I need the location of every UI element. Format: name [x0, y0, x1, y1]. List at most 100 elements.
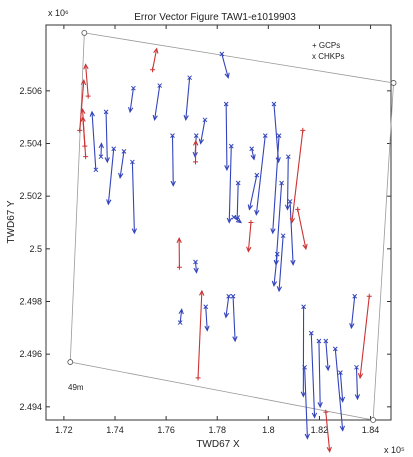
chkp-vector-line	[225, 296, 230, 318]
chkp-vector-arrowhead	[311, 412, 318, 419]
y-axis-label: TWD67 Y	[6, 200, 17, 243]
x-tick-label: 1.8	[262, 425, 275, 435]
chkp-point-marker	[354, 364, 359, 370]
chkp-vector-line	[339, 372, 344, 402]
chkp-vector-line	[119, 151, 125, 178]
chkp-point-marker	[332, 346, 338, 352]
chkp-vector-line	[325, 340, 329, 371]
error-vectors	[77, 47, 372, 453]
y-axis: 2.494 2.496 2.498 2.5 2.502 2.504 2.506	[19, 86, 391, 412]
frame-corner-marker	[81, 30, 88, 36]
gcp-vector-arrowhead	[289, 217, 296, 224]
chkp-vector-line	[289, 201, 294, 265]
chkp-vector-arrowhead	[235, 217, 243, 224]
gcp-point-marker	[323, 409, 329, 415]
chkp-vector-arrowhead	[178, 308, 184, 315]
chkp-point-marker	[228, 143, 234, 149]
gcp-vector-line	[81, 109, 87, 157]
gcp-point-marker	[85, 93, 91, 99]
y-tick-label: 2.5	[29, 244, 42, 254]
gcp-vector-arrowhead	[326, 446, 332, 453]
chkp-point-marker	[177, 320, 183, 325]
chkp-vector-line	[221, 53, 229, 78]
chkp-vector-arrowhead	[339, 425, 345, 432]
chkp-point-marker	[219, 51, 225, 57]
gcp-vector-line	[197, 290, 203, 378]
gcp-point-marker	[193, 159, 198, 165]
chkp-vector-line	[278, 235, 284, 292]
chkp-vector-line	[318, 340, 321, 407]
chkp-vector-line	[228, 146, 232, 223]
chkp-vector-line	[236, 182, 239, 220]
chkp-point-marker	[301, 304, 306, 310]
chkp-vector-arrowhead	[128, 106, 134, 114]
chkp-vector-line	[355, 367, 359, 399]
chkp-vector-arrowhead	[226, 217, 233, 224]
chkp-point-marker	[249, 146, 255, 152]
chkp-vector-line	[179, 309, 183, 323]
gcp-point-marker	[176, 264, 182, 270]
chkp-vector-arrowhead	[131, 228, 137, 235]
chkp-vector-arrowhead	[183, 114, 189, 122]
chkp-point-marker	[262, 133, 268, 138]
gcp-point-marker	[83, 154, 89, 160]
gcp-vector-line	[297, 209, 307, 249]
gcp-vector-arrowhead	[176, 237, 182, 244]
chkp-vector-arrowhead	[304, 433, 310, 440]
gcp-point-marker	[295, 206, 301, 212]
chkp-vector-arrowhead	[339, 396, 346, 403]
chkp-vector-arrowhead	[270, 228, 276, 235]
gcp-vector-arrowhead	[302, 243, 308, 251]
chkp-vector-line	[272, 135, 280, 234]
chkp-vector-arrowhead	[254, 209, 260, 216]
gcp-vector-arrowhead	[80, 79, 87, 86]
chkp-point-marker	[98, 154, 104, 160]
x-axis-label: TWD67 X	[196, 439, 240, 450]
chkp-point-marker	[230, 293, 236, 299]
gcp-vector-arrowhead	[246, 246, 252, 253]
chkp-point-marker	[130, 159, 135, 165]
chkp-point-marker	[316, 338, 322, 344]
chkp-vector-line	[100, 143, 103, 157]
chkp-vector-line	[105, 111, 108, 162]
chkp-vector-line	[107, 148, 115, 205]
chkp-vector-line	[129, 88, 134, 112]
chkp-point-marker	[193, 133, 199, 138]
chkp-point-marker	[187, 75, 192, 81]
chkp-point-marker	[302, 364, 307, 370]
gcp-point-marker	[195, 375, 201, 381]
chkp-point-marker	[111, 146, 117, 152]
legend-chkps: x CHKPs	[312, 52, 344, 61]
chkp-vector-arrowhead	[250, 154, 256, 161]
gcp-vector-line	[325, 412, 331, 452]
chkp-point-marker	[271, 101, 277, 107]
y-tick-label: 2.506	[19, 86, 42, 96]
gcp-vector-line	[152, 48, 158, 70]
chkp-vector-line	[194, 261, 198, 273]
gcp-vector-line	[79, 80, 85, 131]
y-exponent-label: x 10⁶	[48, 8, 69, 18]
chkp-vector-arrowhead	[192, 151, 198, 158]
chkp-point-marker	[285, 154, 291, 160]
chkp-point-marker	[231, 214, 237, 220]
x-tick-label: 1.74	[106, 425, 124, 435]
chkp-vector-line	[232, 296, 236, 342]
gcp-vector-arrowhead	[83, 63, 89, 70]
chkp-vector-arrowhead	[275, 157, 281, 164]
gcp-point-marker	[300, 127, 306, 133]
chkp-vector-arrowhead	[271, 280, 278, 287]
chkp-point-marker	[170, 133, 175, 138]
chkp-vector-line	[334, 348, 344, 431]
chkp-point-marker	[223, 101, 229, 107]
chkp-vector-arrowhead	[104, 157, 110, 164]
gcp-vector-line	[85, 64, 89, 97]
gcp-vector-arrowhead	[199, 289, 205, 296]
chkp-point-marker	[274, 251, 280, 257]
chkp-vector-arrowhead	[224, 72, 230, 79]
chkp-vector-arrowhead	[118, 172, 124, 179]
y-tick-label: 2.494	[19, 402, 42, 412]
chkp-vector-line	[185, 77, 191, 120]
chkp-vector-arrowhead	[300, 391, 307, 398]
chkp-point-marker	[131, 85, 136, 91]
